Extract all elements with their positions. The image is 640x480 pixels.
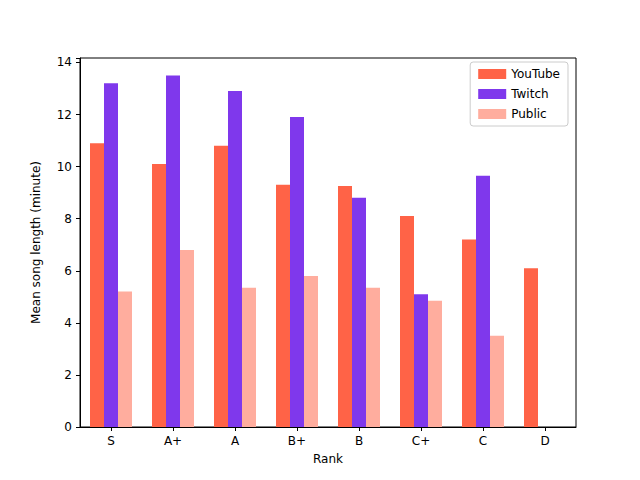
svg-text:8: 8 — [64, 212, 72, 226]
svg-text:10: 10 — [57, 160, 72, 174]
svg-text:A+: A+ — [164, 434, 182, 448]
svg-text:B+: B+ — [288, 434, 306, 448]
svg-text:2: 2 — [64, 368, 72, 382]
svg-text:S: S — [107, 434, 115, 448]
svg-text:Twitch: Twitch — [510, 87, 548, 101]
svg-text:14: 14 — [57, 55, 72, 69]
svg-text:B: B — [355, 434, 363, 448]
svg-text:YouTube: YouTube — [510, 67, 560, 81]
svg-text:12: 12 — [57, 108, 72, 122]
svg-text:4: 4 — [64, 316, 72, 330]
svg-text:A: A — [231, 434, 240, 448]
svg-text:Mean song length (minute): Mean song length (minute) — [29, 161, 43, 324]
svg-text:C+: C+ — [412, 434, 430, 448]
svg-text:Rank: Rank — [313, 452, 343, 466]
svg-text:0: 0 — [64, 420, 72, 434]
svg-text:Public: Public — [511, 107, 547, 121]
svg-text:D: D — [540, 434, 549, 448]
svg-text:6: 6 — [64, 264, 72, 278]
svg-text:C: C — [479, 434, 487, 448]
